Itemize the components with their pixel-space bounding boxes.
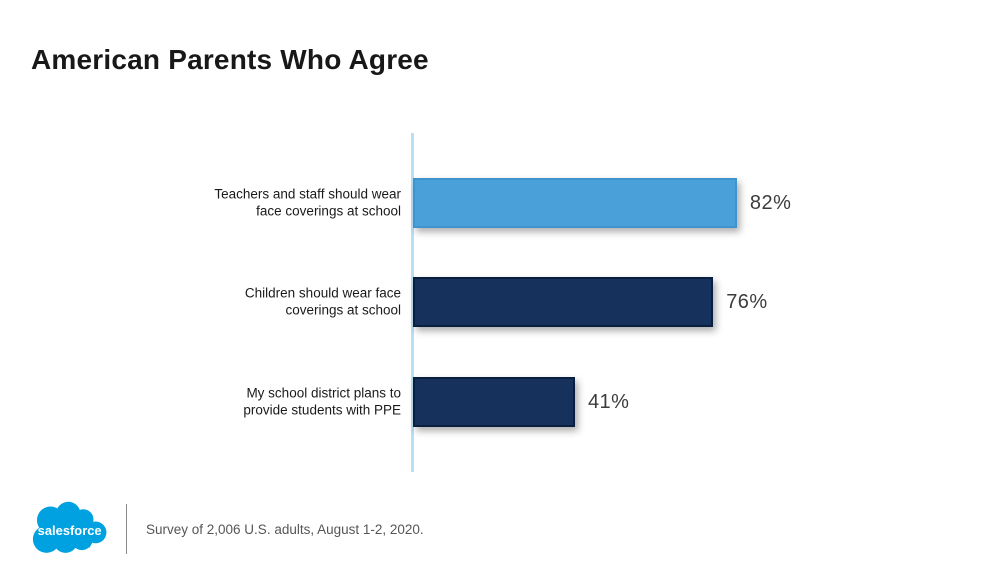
value-label: 76% <box>726 290 768 313</box>
value-label: 41% <box>587 390 630 413</box>
bar-row-children: Children should wear face coverings at s… <box>0 277 1000 327</box>
category-label: Teachers and staff should wear face cove… <box>214 186 401 219</box>
bar-district <box>413 377 575 427</box>
page-title: American Parents Who Agree <box>31 44 429 75</box>
salesforce-logo-icon: salesforce <box>30 497 112 561</box>
survey-footnote: Survey of 2,006 U.S. adults, August 1-2,… <box>146 522 424 537</box>
bar-children <box>413 277 714 327</box>
salesforce-logo-text: salesforce <box>38 523 102 538</box>
bar-row-district: My school district plans to provide stud… <box>0 377 1000 427</box>
bar-teachers <box>413 178 737 228</box>
footer-divider <box>126 504 127 554</box>
value-label: 82% <box>749 191 792 214</box>
category-label: Children should wear face coverings at s… <box>244 285 401 318</box>
y-axis-line <box>411 133 414 472</box>
bar-row-teachers: Teachers and staff should wear face cove… <box>0 178 1000 228</box>
category-label: My school district plans to provide stud… <box>243 385 401 418</box>
